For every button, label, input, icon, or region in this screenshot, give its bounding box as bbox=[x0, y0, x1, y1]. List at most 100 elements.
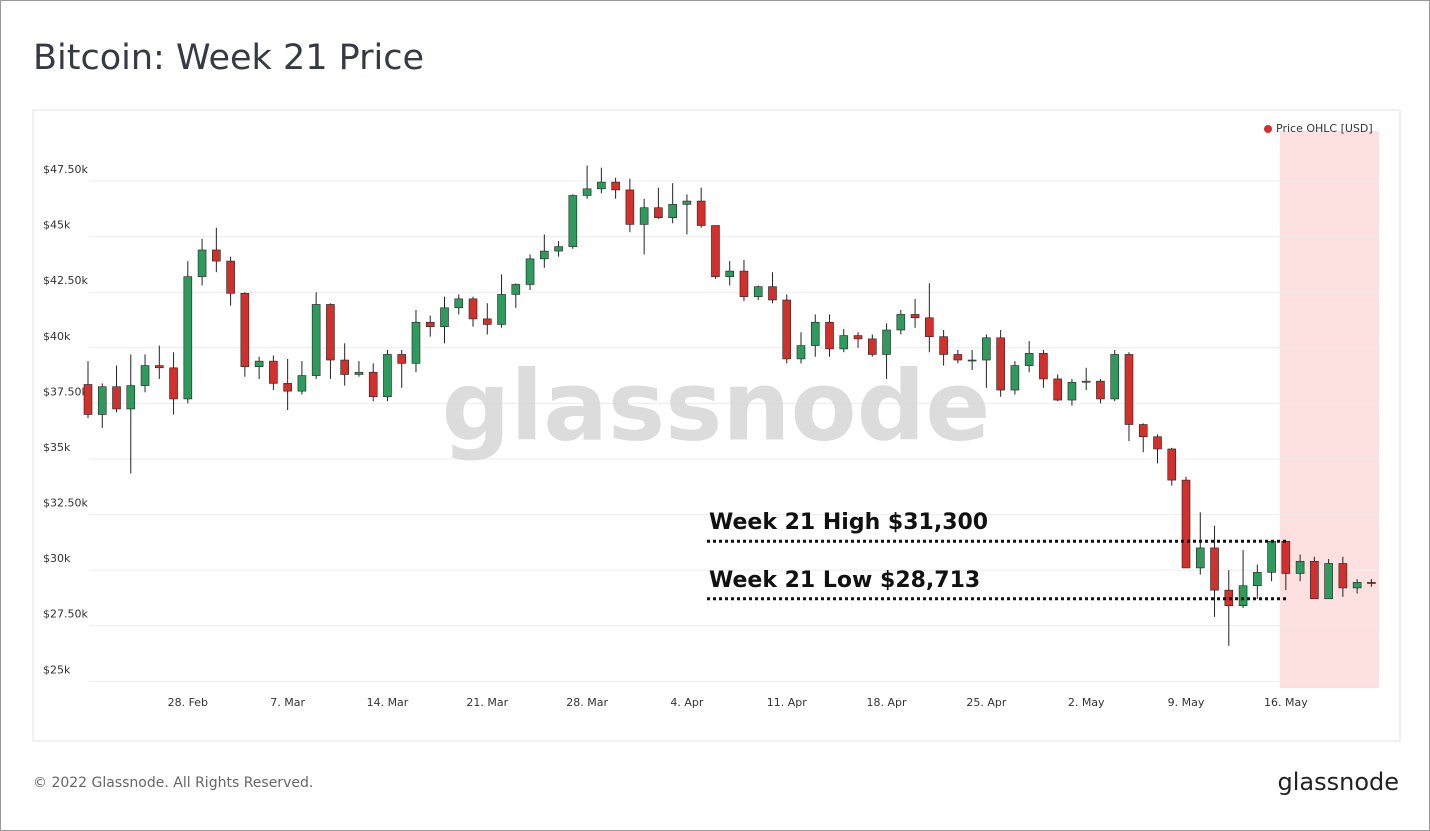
candle-body bbox=[1367, 582, 1376, 584]
candle-body bbox=[311, 304, 321, 376]
candle-body bbox=[468, 298, 478, 320]
logo: glassnode bbox=[1277, 768, 1399, 796]
candle-body bbox=[1352, 582, 1362, 589]
candle-body bbox=[525, 258, 535, 285]
x-tick-label: 28. Feb bbox=[168, 696, 208, 709]
candle-body bbox=[1295, 560, 1305, 574]
candle-body bbox=[155, 365, 164, 369]
candle-body bbox=[825, 321, 834, 350]
legend-marker bbox=[1264, 125, 1272, 133]
x-tick-label: 18. Apr bbox=[867, 696, 907, 709]
candle-body bbox=[1267, 540, 1276, 573]
candle-body bbox=[169, 367, 178, 400]
x-tick-label: 2. May bbox=[1068, 696, 1105, 709]
y-tick-label: $35k bbox=[43, 441, 71, 454]
candle-body bbox=[753, 286, 763, 297]
candle-body bbox=[1195, 547, 1205, 569]
candle-body bbox=[83, 384, 93, 415]
candle-body bbox=[696, 200, 706, 226]
candle-body bbox=[354, 371, 364, 375]
candle-body bbox=[682, 200, 692, 205]
candle-body bbox=[1281, 540, 1291, 574]
candle-body bbox=[254, 360, 264, 367]
annotation-text: Week 21 Low $28,713 bbox=[709, 568, 980, 593]
candle-body bbox=[440, 307, 449, 327]
candle-body bbox=[511, 284, 521, 295]
candle-body bbox=[226, 260, 235, 294]
annotation-text: Week 21 High $31,300 bbox=[709, 510, 988, 535]
candle-body bbox=[768, 286, 777, 301]
candle-body bbox=[1010, 365, 1020, 391]
candle-body bbox=[1039, 353, 1048, 380]
candle-body bbox=[1096, 380, 1105, 400]
candle-body bbox=[796, 345, 806, 360]
y-tick-label: $30k bbox=[43, 552, 71, 565]
y-tick-label: $47.50k bbox=[43, 163, 88, 176]
candle-body bbox=[297, 375, 307, 392]
candle-body bbox=[654, 207, 663, 219]
candle-body bbox=[1081, 380, 1091, 383]
x-tick-label: 21. Mar bbox=[466, 696, 508, 709]
candle-body bbox=[1138, 424, 1148, 438]
candle-body bbox=[112, 386, 121, 410]
candle-body bbox=[497, 294, 506, 325]
candle-body bbox=[739, 270, 749, 297]
candle-body bbox=[1053, 378, 1062, 401]
candle-body bbox=[1338, 563, 1348, 589]
candle-body bbox=[1181, 479, 1191, 569]
chart-frame bbox=[32, 109, 1401, 742]
candle-body bbox=[197, 249, 207, 277]
candle-body bbox=[340, 359, 349, 375]
candle-body bbox=[554, 246, 563, 252]
legend-label: Price OHLC [USD] bbox=[1276, 122, 1373, 135]
candle-body bbox=[925, 317, 934, 337]
candle-body bbox=[967, 359, 977, 362]
candle-body bbox=[140, 365, 150, 386]
candle-body bbox=[1124, 354, 1134, 425]
x-tick-label: 4. Apr bbox=[670, 696, 703, 709]
candle-body bbox=[212, 249, 221, 262]
candle-body bbox=[326, 304, 335, 361]
y-tick-label: $45k bbox=[43, 219, 71, 232]
candle-body bbox=[126, 385, 136, 410]
candle-body bbox=[383, 354, 392, 398]
candle-body bbox=[568, 195, 578, 247]
chart-title: Bitcoin: Week 21 Price bbox=[33, 38, 424, 78]
y-tick-label: $27.50k bbox=[43, 608, 88, 621]
candle-body bbox=[597, 181, 606, 190]
x-tick-label: 9. May bbox=[1168, 696, 1205, 709]
candle-body bbox=[639, 207, 649, 225]
candle-body bbox=[411, 321, 421, 364]
candle-body bbox=[1253, 572, 1262, 587]
footer: © 2022 Glassnode. All Rights Reserved. bbox=[33, 775, 313, 791]
highlight-region bbox=[1279, 131, 1379, 688]
x-tick-label: 28. Mar bbox=[566, 696, 608, 709]
y-tick-label: $37.50k bbox=[43, 385, 88, 398]
candle-body bbox=[1310, 560, 1319, 600]
candle-body bbox=[810, 321, 820, 346]
candle-body bbox=[540, 250, 549, 260]
candle-body bbox=[97, 386, 107, 415]
candle-body bbox=[910, 314, 920, 319]
candle-body bbox=[982, 337, 991, 361]
x-tick-label: 25. Apr bbox=[966, 696, 1006, 709]
y-tick-label: $32.50k bbox=[43, 497, 88, 510]
candle-body bbox=[269, 360, 278, 384]
candle-body bbox=[853, 335, 863, 340]
candle-body bbox=[1210, 547, 1219, 591]
candle-body bbox=[725, 270, 735, 277]
y-tick-label: $25k bbox=[43, 663, 71, 676]
candle-body bbox=[953, 354, 963, 361]
candle-body bbox=[896, 314, 906, 331]
candle-body bbox=[183, 276, 193, 400]
watermark: glassnode bbox=[442, 350, 991, 462]
candle-body bbox=[1167, 448, 1177, 481]
candle-body bbox=[996, 337, 1005, 391]
candle-body bbox=[711, 225, 720, 277]
candle-body bbox=[582, 188, 592, 196]
candle-body bbox=[1024, 353, 1034, 366]
candle-body bbox=[611, 181, 620, 191]
candle-body bbox=[368, 371, 378, 398]
